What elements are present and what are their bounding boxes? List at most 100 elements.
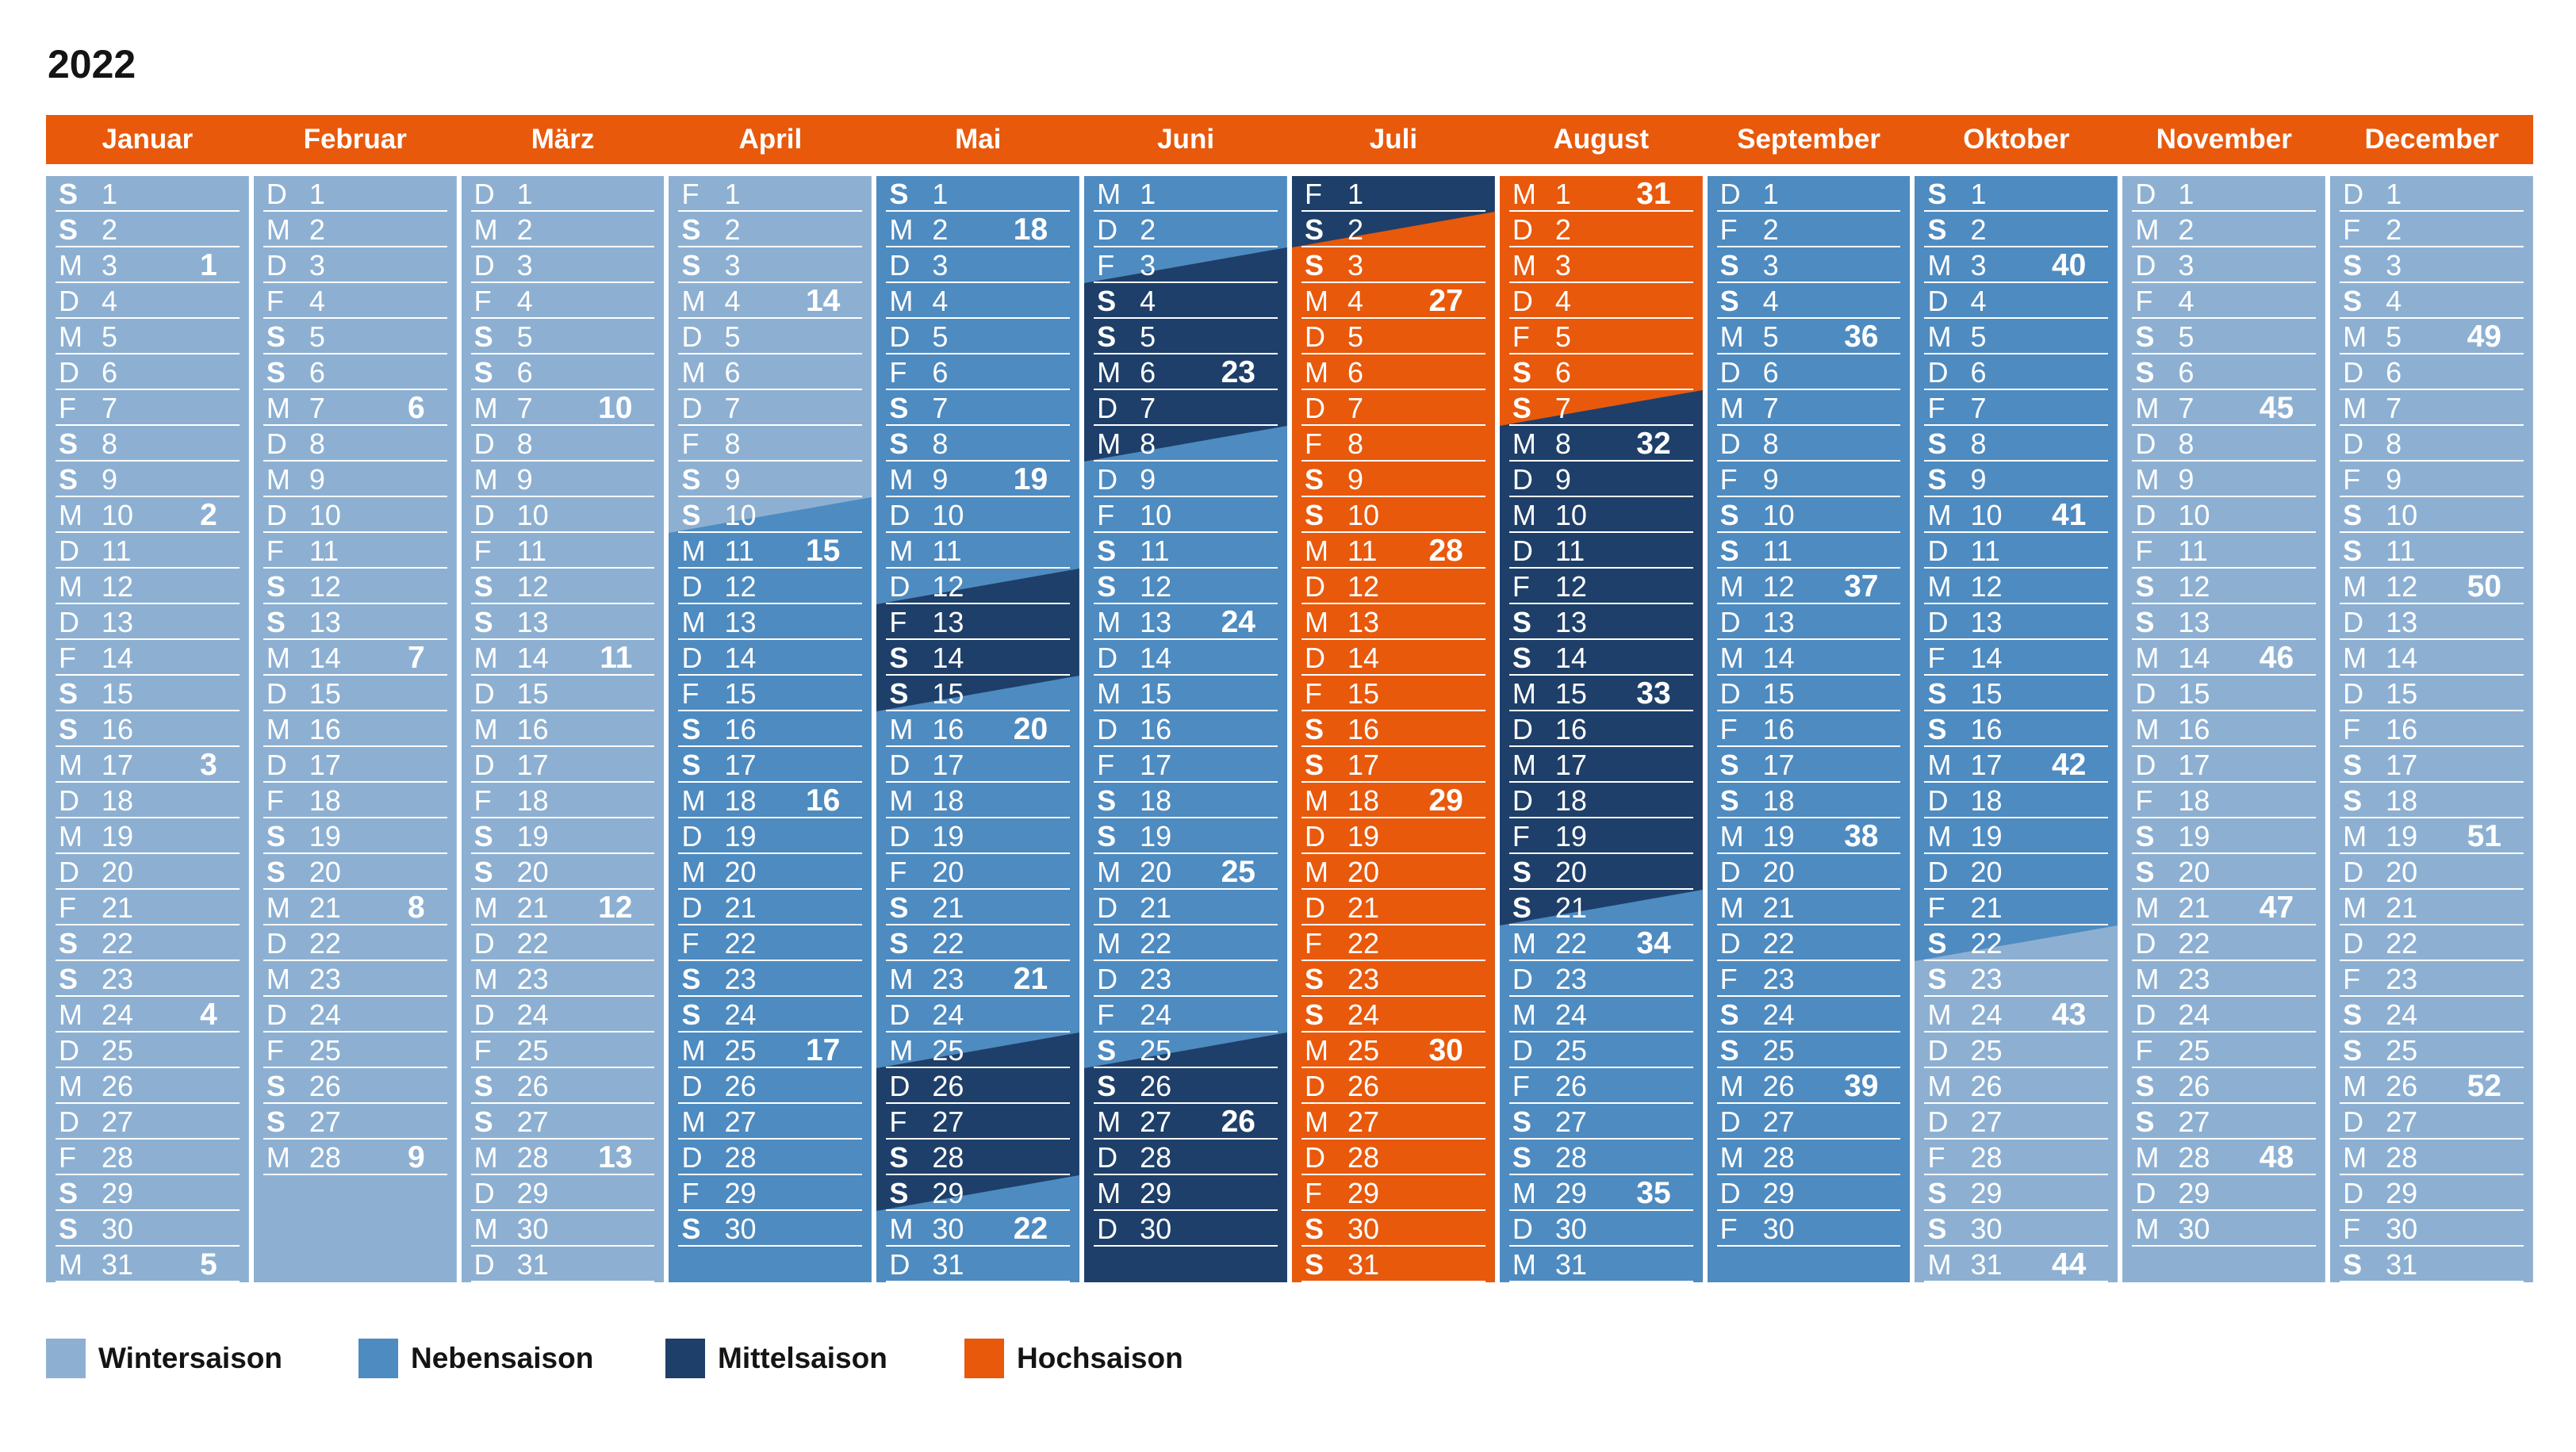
day-row: D 25 xyxy=(46,1032,249,1068)
weekday-letter: S xyxy=(2343,1034,2363,1067)
row-divider xyxy=(470,317,655,319)
weekday-letter: D xyxy=(2343,927,2364,960)
day-number: 9 xyxy=(1140,463,1156,496)
day-row: M 31 44 xyxy=(1915,1247,2118,1282)
weekday-letter: D xyxy=(1304,820,1325,852)
day-row: F 24 xyxy=(1084,997,1287,1032)
weekday-letter: M xyxy=(1512,998,1536,1031)
day-row: S 30 xyxy=(1292,1211,1495,1247)
weekday-letter: S xyxy=(889,677,909,710)
row-divider xyxy=(56,282,240,283)
row-divider xyxy=(56,424,240,426)
row-divider xyxy=(886,1245,1071,1247)
day-number: 23 xyxy=(516,963,549,995)
day-row: M 14 xyxy=(2330,640,2533,676)
day-number: 4 xyxy=(102,285,118,317)
row-divider xyxy=(1094,817,1278,818)
day-row: S 26 xyxy=(254,1068,457,1104)
day-number: 22 xyxy=(309,927,341,960)
weekday-letter: F xyxy=(681,927,700,960)
day-row: S 17 xyxy=(1292,747,1495,783)
day-number: 18 xyxy=(309,784,341,817)
day-number: 2 xyxy=(1140,213,1156,246)
week-number: 2 xyxy=(200,498,217,532)
day-number: 29 xyxy=(724,1177,757,1209)
weekday-letter: D xyxy=(1927,356,1949,389)
day-number: 17 xyxy=(2386,749,2418,781)
day-row: M 25 xyxy=(876,1032,1079,1068)
day-row: S 31 xyxy=(2330,1247,2533,1282)
row-divider xyxy=(886,210,1071,212)
day-number: 15 xyxy=(724,677,757,710)
weekday-letter: S xyxy=(1097,534,1117,567)
day-number: 26 xyxy=(932,1070,964,1102)
row-divider xyxy=(1924,674,2109,676)
day-row: D 10 xyxy=(2122,497,2325,533)
weekday-letter: F xyxy=(473,1034,492,1067)
row-divider xyxy=(2132,317,2317,319)
day-number: 22 xyxy=(1140,927,1172,960)
day-number: 31 xyxy=(1554,1248,1587,1281)
day-number: 9 xyxy=(724,463,741,496)
day-number: 25 xyxy=(1762,1034,1795,1067)
calendar-title: 2022 xyxy=(48,42,136,86)
weekday-letter: S xyxy=(1719,534,1739,567)
day-number: 8 xyxy=(1140,427,1156,460)
day-number: 27 xyxy=(1140,1105,1172,1138)
weekday-letter: S xyxy=(681,213,701,246)
day-number: 2 xyxy=(516,213,533,246)
day-row: S 18 xyxy=(1708,783,1911,818)
weekday-letter: D xyxy=(2343,606,2364,638)
day-number: 2 xyxy=(1970,213,1987,246)
week-number: 48 xyxy=(2259,1140,2294,1174)
day-number: 10 xyxy=(516,499,549,531)
row-divider xyxy=(1508,1209,1693,1211)
day-row: D 29 xyxy=(2330,1175,2533,1211)
day-row: D 13 xyxy=(2330,604,2533,640)
month-column-august: M 1 31 D 2 M 3 D 4 F 5 S 6 S 7 M 8 32 D 9 M 10 D 11 F 12 S 13 S 14 M 15… xyxy=(1499,176,1703,1282)
weekday-letter: S xyxy=(889,178,909,210)
day-number: 20 xyxy=(1554,856,1587,888)
weekday-letter: M xyxy=(266,891,290,924)
weekday-letter: M xyxy=(1927,1070,1952,1102)
day-number: 16 xyxy=(1554,713,1587,745)
row-divider xyxy=(678,1102,863,1104)
day-row: M 8 32 xyxy=(1500,426,1703,462)
weekday-letter: S xyxy=(1927,677,1947,710)
day-row: D 31 xyxy=(462,1247,665,1282)
weekday-letter: M xyxy=(2343,320,2367,353)
weekday-letter: M xyxy=(889,713,914,745)
day-number: 17 xyxy=(932,749,964,781)
weekday-letter: M xyxy=(1304,784,1328,817)
day-number: 4 xyxy=(2178,285,2195,317)
day-number: 7 xyxy=(1554,392,1571,424)
day-number: 17 xyxy=(1762,749,1795,781)
day-number: 29 xyxy=(1554,1177,1587,1209)
weekday-letter: M xyxy=(473,963,498,995)
row-divider xyxy=(678,567,863,569)
row-divider xyxy=(886,710,1071,711)
row-divider xyxy=(1924,460,2109,462)
day-row: D 20 xyxy=(2330,854,2533,890)
day-row: D 18 xyxy=(46,783,249,818)
weekday-letter: F xyxy=(1304,427,1322,460)
weekday-letter: S xyxy=(1097,784,1117,817)
row-divider xyxy=(2132,888,2317,890)
day-number: 13 xyxy=(2178,606,2210,638)
day-row: D 22 xyxy=(2330,925,2533,961)
row-divider xyxy=(1301,852,1485,854)
row-divider xyxy=(1301,1174,1485,1175)
row-divider xyxy=(886,317,1071,319)
day-row: F 29 xyxy=(1292,1175,1495,1211)
day-number: 9 xyxy=(2178,463,2195,496)
row-divider xyxy=(470,353,655,354)
day-row: D 29 xyxy=(1708,1175,1911,1211)
day-number: 5 xyxy=(516,320,533,353)
row-divider xyxy=(1094,1031,1278,1032)
day-number: 19 xyxy=(102,820,134,852)
